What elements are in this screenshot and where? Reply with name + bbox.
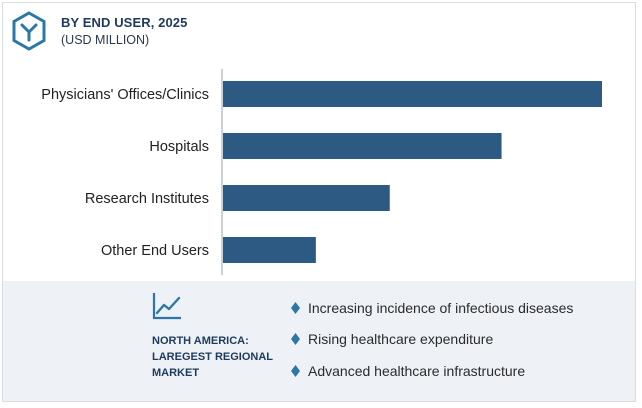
hexagon-logo-icon — [12, 11, 46, 51]
diamond-icon — [291, 364, 300, 377]
category-label: Other End Users — [101, 243, 209, 259]
category-label: Hospitals — [149, 139, 209, 155]
region-label-line: NORTH AMERICA: — [152, 335, 249, 347]
bar-other-end-users — [223, 237, 316, 263]
driver-item: Increasing incidence of infectious disea… — [291, 292, 573, 324]
region-label: NORTH AMERICA: LAREGEST REGIONAL MARKET — [152, 333, 292, 381]
region-label-line: MARKET — [152, 367, 200, 379]
bar-physicians-offices-clinics — [223, 81, 602, 107]
driver-text: Rising healthcare expenditure — [308, 331, 494, 348]
bar-chart: Physicians' Offices/Clinics Hospitals Rese… — [41, 69, 602, 275]
infographic-card: BY END USER, 2025 (USD MILLION) Physicia… — [2, 2, 636, 402]
driver-item: Advanced healthcare infrastructure — [291, 355, 573, 387]
chart-title: BY END USER, 2025 — [61, 15, 188, 30]
market-drivers-list: Increasing incidence of infectious disea… — [291, 292, 573, 387]
driver-text: Increasing incidence of infectious disea… — [308, 299, 574, 316]
insight-panel: NORTH AMERICA: LAREGEST REGIONAL MARKET … — [3, 281, 635, 401]
driver-text: Advanced healthcare infrastructure — [308, 362, 526, 379]
chart-subtitle: (USD MILLION) — [61, 33, 150, 47]
diamond-icon — [291, 333, 300, 346]
bar-research-institutes — [223, 185, 390, 211]
line-chart-icon — [152, 293, 181, 320]
category-label: Physicians' Offices/Clinics — [41, 87, 209, 103]
driver-item: Rising healthcare expenditure — [291, 324, 573, 356]
category-label: Research Institutes — [85, 191, 209, 207]
diamond-icon — [291, 301, 300, 314]
region-label-line: LAREGEST REGIONAL — [152, 351, 274, 363]
bar-hospitals — [223, 133, 502, 159]
